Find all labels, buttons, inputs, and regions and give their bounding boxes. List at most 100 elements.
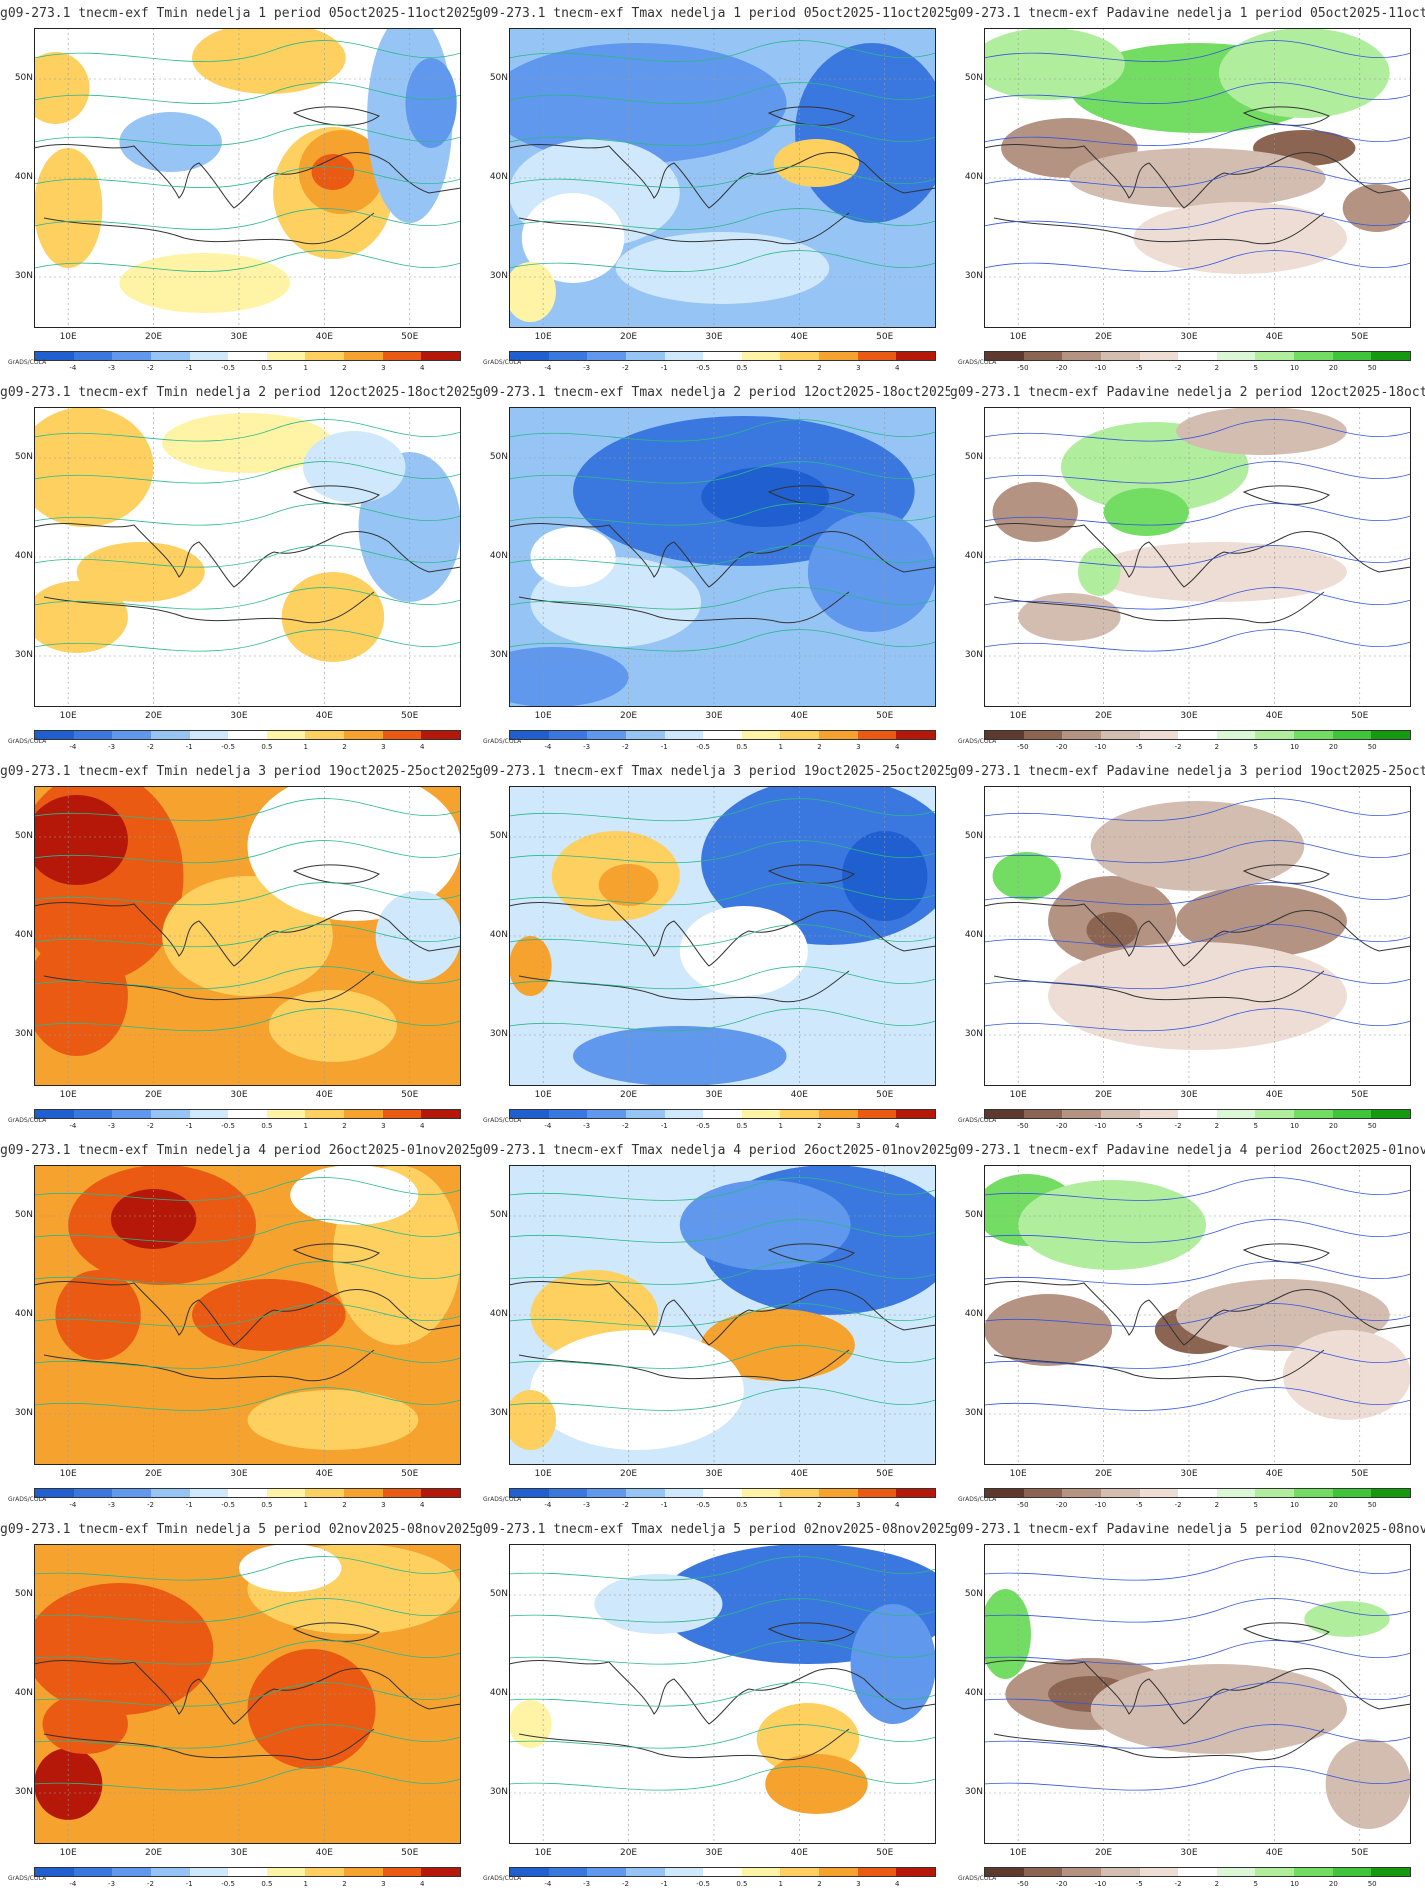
colorbar-swatch bbox=[780, 1489, 820, 1497]
colorbar-swatch bbox=[664, 1489, 704, 1497]
colorbar-swatch bbox=[857, 1868, 897, 1876]
credit-label: GrADS/COLA bbox=[483, 1117, 522, 1124]
colorbar-swatch bbox=[1100, 1110, 1140, 1118]
colorbar-label: 2 bbox=[817, 1122, 822, 1130]
colorbar-swatch bbox=[228, 731, 267, 739]
lon-label: 50E bbox=[876, 711, 894, 721]
map-area bbox=[34, 407, 461, 707]
lat-label: 30N bbox=[964, 1029, 983, 1039]
colorbar-swatch bbox=[510, 1868, 549, 1876]
colorbar-swatch bbox=[1371, 1868, 1411, 1876]
colorbar-swatch bbox=[1332, 1868, 1372, 1876]
lat-label: 40N bbox=[489, 930, 508, 940]
colorbar-swatch bbox=[1371, 1110, 1411, 1118]
colorbar-label: -2 bbox=[621, 1880, 629, 1888]
colorbar-label: 2 bbox=[1214, 743, 1220, 751]
map-area bbox=[509, 28, 936, 328]
colorbar-swatch bbox=[1332, 731, 1372, 739]
lat-label: 30N bbox=[964, 1408, 983, 1418]
panel-tmin-week-4: g09-273.1 tnecm-exf Tmin nedelja 4 perio… bbox=[0, 1137, 475, 1516]
colorbar-swatch bbox=[73, 1868, 113, 1876]
colorbar-swatch bbox=[1100, 731, 1140, 739]
colorbar-label: -0.5 bbox=[696, 1122, 710, 1130]
panel-title: g09-273.1 tnecm-exf Tmax nedelja 1 perio… bbox=[475, 6, 950, 21]
colorbar-label: -3 bbox=[583, 364, 591, 372]
anomaly-region bbox=[247, 1649, 376, 1769]
colorbar-label: 1 bbox=[303, 743, 308, 751]
colorbar-label: -3 bbox=[583, 1122, 591, 1130]
lat-label: 40N bbox=[14, 551, 33, 561]
colorbar-swatch bbox=[1139, 1489, 1179, 1497]
lon-label: 30E bbox=[705, 1469, 723, 1479]
colorbar-swatch bbox=[73, 731, 113, 739]
colorbar-label: -50 bbox=[1017, 1501, 1029, 1509]
colorbar-swatch bbox=[1255, 1868, 1295, 1876]
lon-label: 40E bbox=[1265, 1848, 1283, 1858]
colorbar-label: 10 bbox=[1290, 1880, 1299, 1888]
lon-label: 10E bbox=[59, 1469, 77, 1479]
credit-label: GrADS/COLA bbox=[483, 738, 522, 745]
colorbar-swatch bbox=[741, 1110, 781, 1118]
colorbar-label: -10 bbox=[1094, 1122, 1107, 1130]
colorbar-label: 3 bbox=[856, 364, 861, 372]
colorbar-swatch bbox=[305, 1489, 345, 1497]
anomaly-region bbox=[1086, 912, 1138, 948]
lon-label: 10E bbox=[1009, 1848, 1027, 1858]
lon-label: 50E bbox=[401, 1848, 419, 1858]
lon-label: 20E bbox=[144, 1090, 163, 1100]
colorbar-label: 10 bbox=[1290, 1122, 1299, 1130]
lon-label: 40E bbox=[1265, 1469, 1283, 1479]
anomaly-region bbox=[992, 482, 1078, 542]
colorbar-label: -10 bbox=[1094, 743, 1107, 751]
colorbar-label: 10 bbox=[1290, 364, 1299, 372]
colorbar-label: 0.5 bbox=[261, 1122, 273, 1130]
colorbar-label: -10 bbox=[1094, 1501, 1107, 1509]
colorbar-label: 20 bbox=[1328, 1501, 1338, 1509]
colorbar-label: -0.5 bbox=[221, 364, 235, 372]
colorbar-swatch bbox=[35, 1489, 74, 1497]
lon-label: 20E bbox=[1094, 1848, 1113, 1858]
colorbar-label: 20 bbox=[1328, 743, 1338, 751]
colorbar-swatch bbox=[305, 352, 345, 360]
anomaly-region bbox=[303, 431, 406, 503]
lon-label: 40E bbox=[790, 1469, 808, 1479]
lat-label: 40N bbox=[964, 1688, 983, 1698]
colorbar-swatch bbox=[189, 352, 229, 360]
anomaly-region bbox=[34, 1583, 214, 1715]
colorbar bbox=[34, 1488, 461, 1498]
credit-label: GrADS/COLA bbox=[8, 359, 47, 366]
colorbar-swatch bbox=[1100, 1868, 1140, 1876]
colorbar-label: -3 bbox=[108, 1501, 116, 1509]
lat-label: 50N bbox=[14, 1210, 33, 1220]
colorbar-swatch bbox=[1062, 731, 1101, 739]
anomaly-region bbox=[34, 52, 90, 124]
lat-label: 50N bbox=[14, 1589, 33, 1599]
anomaly-region bbox=[110, 1189, 197, 1249]
colorbar-label: -0.5 bbox=[221, 1880, 235, 1888]
colorbar bbox=[509, 1109, 936, 1119]
anomaly-region bbox=[281, 572, 385, 662]
colorbar bbox=[984, 730, 1411, 740]
colorbar-swatch bbox=[112, 731, 151, 739]
colorbar-swatch bbox=[819, 352, 858, 360]
colorbar-swatch bbox=[703, 731, 742, 739]
colorbar-swatch bbox=[382, 1868, 422, 1876]
lat-label: 40N bbox=[964, 172, 983, 182]
colorbar-label: 2 bbox=[342, 1501, 347, 1509]
map-area bbox=[34, 786, 461, 1086]
lon-label: 30E bbox=[705, 711, 723, 721]
lat-label: 30N bbox=[14, 1787, 33, 1797]
panel-precip-week-4: g09-273.1 tnecm-exf Padavine nedelja 4 p… bbox=[950, 1137, 1425, 1516]
credit-label: GrADS/COLA bbox=[958, 1875, 997, 1882]
colorbar-swatch bbox=[703, 352, 742, 360]
colorbar-label: -1 bbox=[185, 364, 193, 372]
anomaly-region bbox=[679, 1180, 851, 1270]
lon-label: 20E bbox=[1094, 1469, 1113, 1479]
anomaly-region bbox=[773, 139, 860, 187]
credit-label: GrADS/COLA bbox=[8, 1117, 47, 1124]
lon-label: 20E bbox=[1094, 711, 1113, 721]
colorbar-swatch bbox=[35, 1110, 74, 1118]
lat-label: 50N bbox=[14, 831, 33, 841]
panel-tmax-week-1: g09-273.1 tnecm-exf Tmax nedelja 1 perio… bbox=[475, 0, 950, 379]
colorbar-label: 4 bbox=[894, 1501, 900, 1509]
